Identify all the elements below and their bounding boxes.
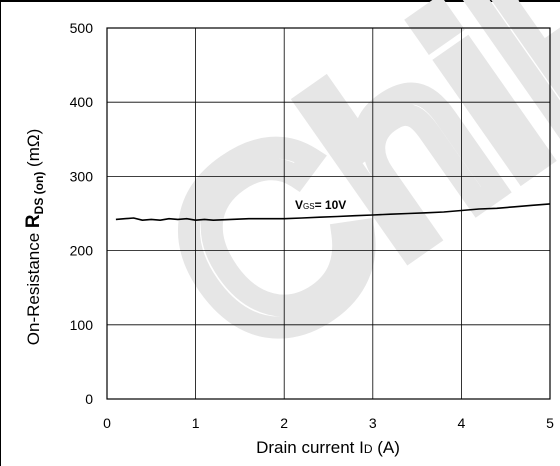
y-tick-label: 300	[70, 168, 94, 184]
x-tick-labels: 0 1 2 3 4 5	[103, 415, 554, 431]
x-axis-label: Drain current ID (A)	[256, 438, 400, 457]
x-axis-label-unit: (A)	[372, 438, 399, 457]
y-axis-label-subscript: DS (on)	[32, 172, 46, 215]
frame-top-border	[0, 0, 560, 2]
x-tick-label: 0	[103, 415, 111, 431]
series-group: VGS= 10V	[115, 198, 551, 221]
y-tick-label: 400	[70, 94, 94, 110]
y-axis-label-symbol: R	[23, 214, 44, 228]
series-label-main: V	[295, 198, 303, 212]
x-tick-label: 5	[546, 415, 554, 431]
y-axis-label-unit: (mΩ)	[24, 129, 43, 172]
x-axis-label-subscript: D	[364, 442, 373, 456]
plot-frame	[106, 27, 551, 400]
series-label-value: = 10V	[315, 198, 347, 212]
x-tick-label: 2	[280, 415, 288, 431]
series-label-subscript: GS	[303, 202, 315, 211]
x-tick-label: 3	[369, 415, 377, 431]
series-line	[115, 203, 551, 221]
y-tick-label: 100	[70, 317, 94, 333]
x-axis-label-main: Drain current I	[256, 438, 364, 457]
y-tick-labels: 0 100 200 300 400 500	[70, 20, 94, 407]
x-tick-label: 4	[458, 415, 466, 431]
y-axis-label: On-Resistance RDS (on) (mΩ)	[23, 129, 46, 345]
x-tick-label: 1	[192, 415, 200, 431]
y-tick-label: 0	[85, 391, 93, 407]
y-axis-label-prefix: On-Resistance	[24, 228, 43, 345]
y-tick-label: 500	[70, 20, 94, 36]
frame-left-border	[0, 0, 1, 466]
y-tick-label: 200	[70, 243, 94, 259]
series-label: VGS= 10V	[295, 198, 346, 212]
